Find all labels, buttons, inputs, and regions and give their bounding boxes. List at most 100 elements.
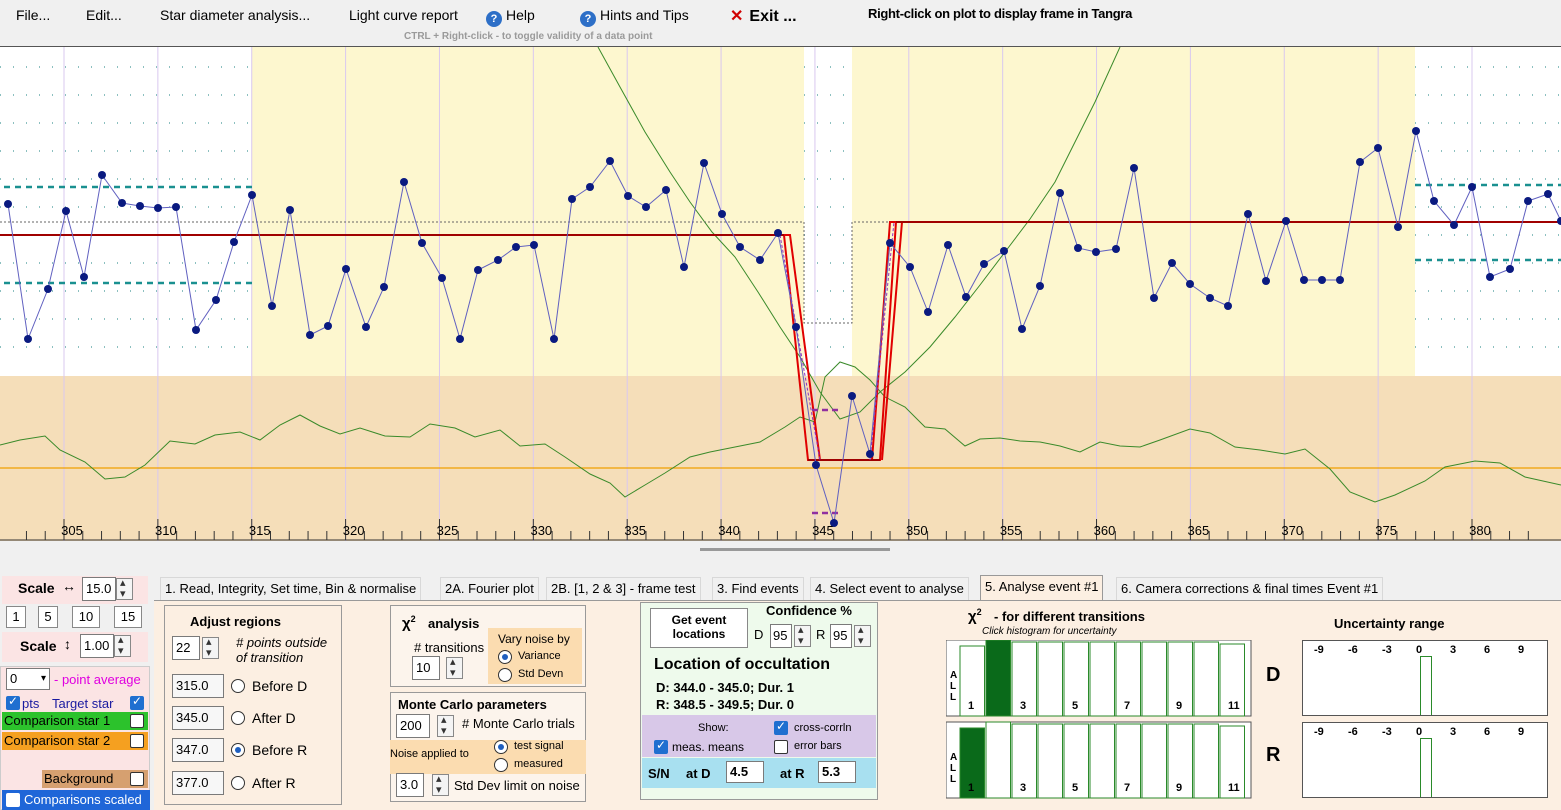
histogram-bar (1193, 641, 1219, 717)
uncertainty-tick: 6 (1484, 726, 1491, 738)
scale-quick-1[interactable]: 1 (6, 606, 26, 628)
uncertainty-d-box[interactable] (1302, 640, 1548, 716)
histogram-bar (959, 727, 985, 799)
point-average-select[interactable]: 0 ▾ (6, 668, 50, 690)
confidence-r-input[interactable]: 95 (830, 624, 852, 648)
h-scale-input[interactable]: 15.0 (82, 577, 116, 601)
after-d-radio[interactable] (231, 711, 245, 725)
histogram-bar (959, 645, 985, 717)
confidence-d-spinner[interactable] (794, 623, 811, 647)
transitions-input[interactable]: 10 (412, 656, 440, 680)
noise-limit-spinner[interactable] (432, 772, 449, 796)
sn-at-d-label: at D (686, 766, 711, 781)
data-point (906, 263, 914, 271)
splitter-handle[interactable] (700, 548, 890, 551)
menu-edit[interactable]: Edit... (86, 7, 122, 23)
scale-quick-10[interactable]: 10 (72, 606, 100, 628)
x-tick-label: 375 (1375, 523, 1397, 538)
confidence-d-input[interactable]: 95 (770, 624, 792, 648)
measured-label: measured (514, 758, 563, 770)
test-signal-radio[interactable] (494, 740, 508, 754)
data-point (1336, 276, 1344, 284)
background-checkbox[interactable] (130, 772, 144, 786)
measured-radio[interactable] (494, 758, 508, 772)
menu-star-diameter[interactable]: Star diameter analysis... (160, 7, 311, 23)
data-point (268, 302, 276, 310)
comp1-checkbox[interactable] (130, 714, 144, 728)
comp-scaled-label: Comparisons scaled (24, 792, 142, 807)
tab-select-event[interactable]: 4. Select event to analyse (810, 577, 969, 601)
menu-light-curve[interactable]: Light curve report (349, 7, 458, 23)
data-point (1374, 144, 1382, 152)
error-bars-label: error bars (794, 740, 842, 752)
light-curve-svg[interactable]: 305 310 315 320 325 330 335 340 345 350 355 360 365 3… (0, 46, 1561, 541)
before-d-radio[interactable] (231, 679, 245, 693)
stddev-radio[interactable] (498, 668, 512, 682)
pts-checkbox[interactable] (6, 694, 20, 710)
v-scale-input[interactable]: 1.00 (80, 634, 114, 658)
transitions-spinner[interactable] (446, 655, 463, 679)
meas-means-checkbox[interactable] (654, 738, 668, 754)
data-point (362, 323, 370, 331)
data-point (230, 238, 238, 246)
after-r-radio[interactable] (231, 776, 245, 790)
x-tick-label: 345 (812, 523, 834, 538)
target-points (4, 127, 1561, 527)
lower-band (0, 376, 1561, 541)
error-bars-checkbox[interactable] (774, 740, 788, 754)
scale-quick-5[interactable]: 5 (38, 606, 58, 628)
points-outside-label: # points outside (236, 635, 328, 650)
noise-limit-input[interactable]: 3.0 (396, 773, 424, 797)
data-point (24, 335, 32, 343)
menu-file[interactable]: File... (16, 7, 51, 23)
tab-fourier[interactable]: 2A. Fourier plot (440, 577, 539, 601)
menu-bar: File... Edit... Star diameter analysis..… (0, 0, 1561, 46)
histogram-label: 5 (1072, 700, 1079, 712)
menu-help[interactable]: ? Help (486, 7, 535, 27)
data-point (586, 183, 594, 191)
before-r-radio[interactable] (231, 743, 245, 757)
menu-exit[interactable]: ✕ Exit ... (730, 6, 797, 26)
tab-analyse-event[interactable]: 5. Analyse event #1 (980, 575, 1104, 601)
cross-corr-checkbox[interactable] (774, 719, 788, 735)
confidence-r-spinner[interactable] (854, 623, 871, 647)
tab-frame-test[interactable]: 2B. [1, 2 & 3] - frame test (546, 577, 701, 601)
x-tick-label: 355 (1000, 523, 1022, 538)
get-event-locations-button[interactable]: Get event locations (650, 608, 748, 648)
histogram-bar (1141, 723, 1167, 799)
variance-radio[interactable] (498, 650, 512, 664)
h-scale-spinner[interactable] (116, 576, 133, 600)
points-outside-spinner[interactable] (202, 635, 219, 659)
after-d-value: 345.0 (172, 706, 224, 730)
chi-histograms[interactable] (946, 640, 1252, 800)
points-outside-label-2: of transition (236, 650, 304, 665)
data-point (1168, 259, 1176, 267)
menu-hints[interactable]: ? Hints and Tips (580, 7, 689, 27)
tab-camera-corrections[interactable]: 6. Camera corrections & final times Even… (1116, 577, 1384, 601)
chi-sup: 2 (410, 614, 416, 624)
light-curve-plot[interactable]: 305 310 315 320 325 330 335 340 345 350 355 360 365 3… (0, 46, 1561, 541)
x-tick-label: 315 (249, 523, 271, 538)
data-point (1450, 221, 1458, 229)
data-point (154, 204, 162, 212)
histogram-label: 5 (1072, 782, 1079, 794)
target-star-checkbox[interactable] (130, 694, 144, 710)
comp2-checkbox[interactable] (130, 734, 144, 748)
location-d-line: D: 344.0 - 345.0; Dur. 1 (656, 680, 795, 695)
trials-spinner[interactable] (437, 713, 454, 737)
data-point (1544, 190, 1552, 198)
scale-quick-15[interactable]: 15 (114, 606, 142, 628)
tab-find-events[interactable]: 3. Find events (712, 577, 804, 601)
comp-scaled-checkbox[interactable] (6, 791, 20, 807)
trials-input[interactable]: 200 (396, 714, 430, 738)
after-r-label: After R (252, 775, 296, 791)
data-point (1186, 280, 1194, 288)
tab-read-integrity[interactable]: 1. Read, Integrity, Set time, Bin & norm… (160, 577, 422, 601)
points-outside-input[interactable]: 22 (172, 636, 200, 660)
histogram-bar (1063, 641, 1089, 717)
histogram-label: 11 (1228, 700, 1240, 712)
uncertainty-r-box[interactable] (1302, 722, 1548, 798)
histogram-bar (1167, 723, 1193, 799)
v-scale-spinner[interactable] (114, 633, 131, 657)
data-point (512, 243, 520, 251)
